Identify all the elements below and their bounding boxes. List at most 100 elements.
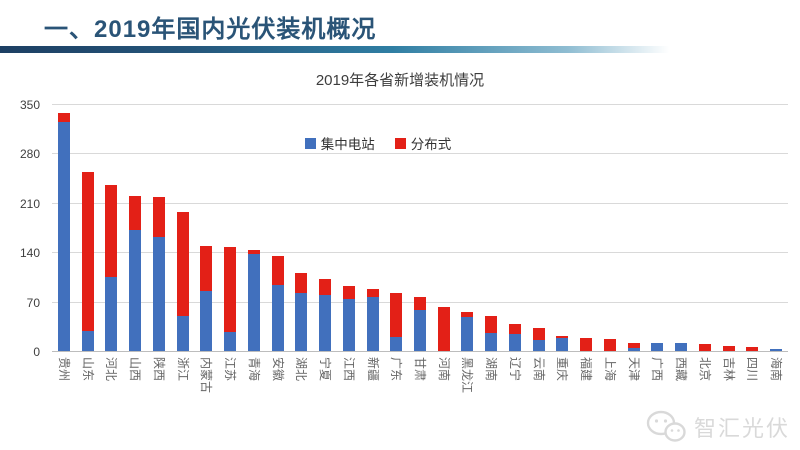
bar-segment-distributed [366,288,379,298]
x-tick-label: 宁夏 [318,357,333,382]
bar-segment-distributed [247,250,260,254]
bar-segment-centralized [271,284,284,351]
bar-segment-distributed [319,279,332,295]
x-tick-label: 湖南 [484,357,499,382]
x-tick-label: 甘肃 [413,357,427,382]
x-tick-label: 江西 [341,357,356,382]
bar-新疆 [366,104,379,351]
bar-segment-distributed [603,339,616,351]
bar-天津 [627,104,640,351]
x-tick-label: 上海 [602,357,617,382]
gridline [52,252,788,254]
bar-山东 [81,104,94,351]
bar-甘肃 [414,104,426,351]
bar-segment-distributed [722,346,735,351]
legend-label-centralized: 集中电站 [320,137,375,152]
y-tick-label: 0 [33,345,40,359]
x-tick-label: 青海 [246,357,261,382]
bar-segment-distributed [176,211,189,316]
x-tick-label: 湖北 [294,357,309,382]
bar-贵州 [57,104,70,351]
gridline [52,153,788,155]
bar-segment-distributed [485,315,498,333]
chart-legend: 集中电站 分布式 [0,133,756,153]
x-tick-label: 山西 [128,357,143,382]
bar-广西 [651,104,664,351]
chart-title: 2019年各省新增装机情况 [315,72,485,89]
x-tick-label: 四川 [745,357,760,382]
bar-segment-distributed [271,255,284,285]
bar-segment-distributed [57,113,70,123]
x-tick-label: 贵州 [56,357,71,382]
bar-segment-centralized [319,294,332,351]
bar-江苏 [224,104,237,351]
bar-segment-distributed [295,273,308,294]
bar-河南 [437,104,450,351]
bar-湖北 [295,104,308,351]
x-tick-label: 云南 [531,357,546,382]
y-tick-label: 280 [19,147,40,162]
bar-segment-centralized [342,298,355,351]
x-tick-label: 新疆 [365,357,380,382]
bar-segment-distributed [81,171,94,332]
y-tick-label: 70 [26,295,40,310]
bar-segment-centralized [556,337,569,351]
bar-segment-centralized [627,348,640,351]
watermark: 智汇光伏 [645,410,790,444]
title-underline [0,46,676,53]
bar-segment-centralized [200,291,213,351]
wechat-icon [646,410,686,442]
x-tick-label: 黑龙江 [460,357,475,394]
x-tick-label: 广东 [389,357,404,382]
bar-segment-centralized [57,122,70,351]
legend-item-distributed: 分布式 [394,133,452,153]
page-title: 一、2019年国内光伏装机概况 [44,16,377,43]
x-tick-label: 陕西 [151,357,166,382]
bar-北京 [698,104,711,351]
bar-segment-centralized [770,348,783,351]
bar-segment-distributed [224,246,237,332]
bar-安徽 [271,104,284,351]
bar-segment-distributed [746,346,759,351]
x-tick-label: 北京 [697,357,712,382]
plot-area [52,104,788,352]
x-tick-label: 辽宁 [507,357,522,382]
x-tick-label: 浙江 [175,357,190,382]
bar-重庆 [556,104,569,351]
bar-海南 [770,104,783,351]
bar-浙江 [176,104,189,351]
bar-segment-centralized [129,229,142,351]
bar-segment-distributed [532,328,545,341]
bar-segment-distributed [200,245,213,292]
bar-福建 [580,104,593,351]
legend-label-distributed: 分布式 [410,137,452,152]
watermark-text: 智汇光伏 [693,416,790,441]
x-tick-label: 海南 [769,357,784,382]
legend-swatch-distributed [394,137,406,149]
bar-segment-distributed [390,293,403,337]
y-axis: 0 70 140 210 280 350 [0,98,46,359]
y-tick-label: 210 [19,196,40,211]
bar-segment-distributed [508,323,521,335]
bar-segment-centralized [81,331,94,351]
bar-segment-distributed [342,286,355,299]
x-tick-label: 吉林 [721,357,736,382]
x-tick-label: 重庆 [555,357,570,382]
x-tick-label: 西藏 [674,357,689,382]
x-tick-label: 天津 [626,357,641,382]
bar-segment-distributed [152,197,165,238]
x-tick-label: 广西 [650,357,665,382]
x-tick-label: 河南 [436,357,451,382]
bar-segment-centralized [532,340,545,351]
bar-segment-centralized [295,293,308,351]
bar-河北 [105,104,118,351]
bar-上海 [603,104,616,351]
x-axis-line [52,351,788,352]
bar-江西 [342,104,355,351]
legend-swatch-centralized [304,137,316,149]
y-tick-label: 140 [19,246,40,261]
bar-segment-centralized [461,317,474,351]
bar-宁夏 [319,104,332,351]
bar-广东 [390,104,403,351]
bar-segment-distributed [414,296,426,311]
